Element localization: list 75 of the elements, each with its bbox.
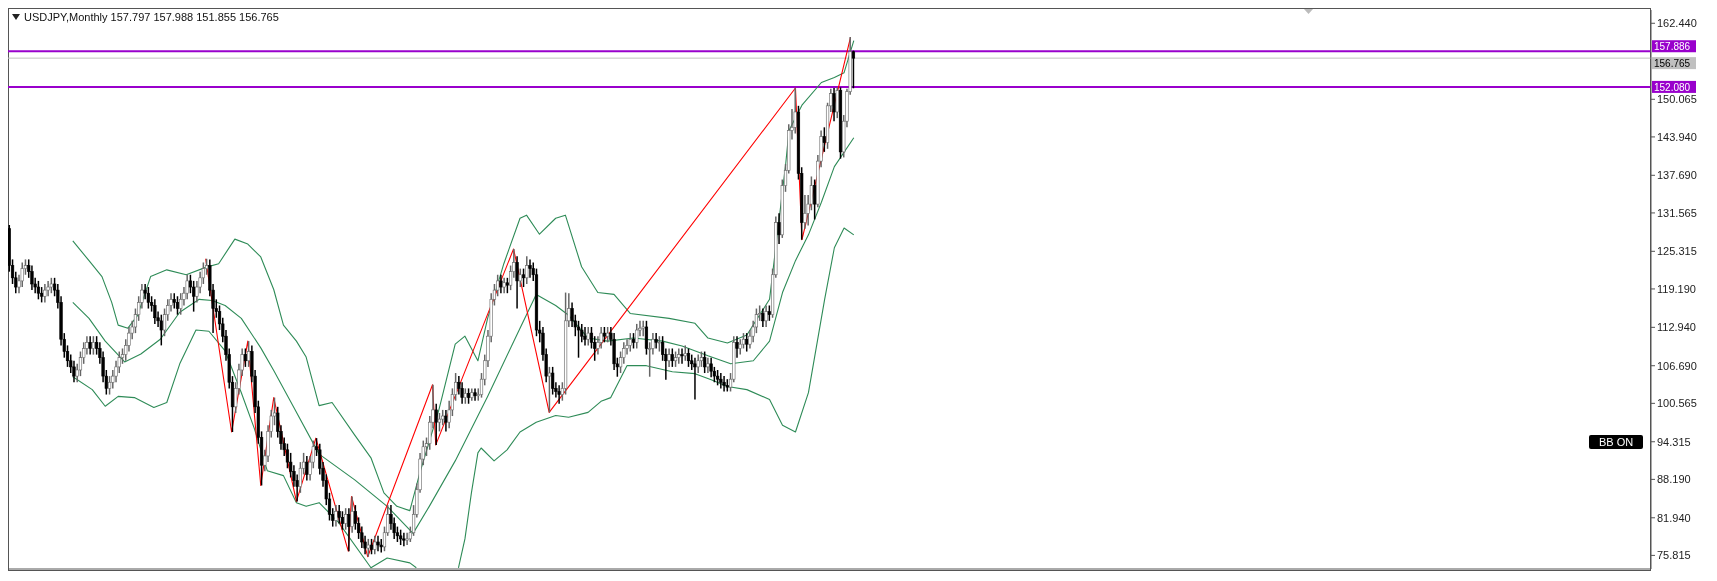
candlestick [91,335,95,356]
candlestick [88,335,92,356]
candlestick [434,403,438,446]
candlestick [670,347,674,368]
candlestick [822,126,826,153]
candlestick [518,267,522,288]
candlestick [719,372,723,390]
candlestick [686,347,691,368]
candlestick [680,347,684,365]
y-tick-label: 81.940 [1657,511,1691,524]
candlestick [43,283,47,304]
candlestick [153,298,157,325]
candlestick [521,267,526,288]
candlestick [334,504,338,528]
annotation: BB ON [1589,434,1644,449]
candlestick [654,332,658,350]
candlestick [350,495,354,534]
candlestick [243,347,247,368]
y-tick-label: 125.315 [1657,245,1697,258]
y-tick-label: 106.690 [1657,359,1697,372]
candlestick [515,255,519,310]
y-tick-label: 100.565 [1657,397,1697,410]
candlestick [667,347,671,368]
y-tick-label: 150.065 [1657,93,1697,106]
candlestick [344,507,348,531]
y-tick-label: 137.690 [1657,169,1697,182]
line-series [72,40,855,512]
candlestick [635,323,639,350]
candlestick [36,280,41,301]
ref-line-label: 157.886 [1654,41,1691,53]
candlestick [247,340,251,368]
candlestick [525,255,529,285]
candlestick [745,332,749,353]
candlestick [159,313,163,347]
candlestick [146,286,150,310]
candlestick [803,194,807,230]
candlestick [761,307,765,328]
y-tick-label: 162.440 [1657,17,1697,30]
y-tick-label: 131.565 [1657,206,1697,219]
candlestick [586,326,590,347]
candlestick [402,532,406,548]
candlestick [777,212,781,245]
candlestick [641,320,645,337]
line-series [72,329,417,569]
candlestick [528,258,532,279]
line-series [457,227,855,569]
ref-line-label: 152.080 [1654,81,1691,93]
candlestick [813,178,817,221]
candlestick [175,295,180,316]
candlestick [305,455,309,482]
y-tick-label: 88.190 [1657,473,1691,486]
candlestick [628,332,632,353]
ref-line-label: 156.765 [1654,58,1691,70]
chart-title: USDJPY,Monthly 157.797 157.988 151.855 156.765 [24,11,279,23]
candlestick [677,347,681,365]
y-tick-label: 94.315 [1657,435,1691,448]
candlestick [185,274,189,301]
candlestick [764,304,768,328]
candlestick [379,538,383,554]
candlestick [557,384,561,405]
candlestick [347,507,351,552]
candlestick [722,375,726,393]
candlestick [583,326,587,347]
y-tick-label: 112.940 [1657,321,1696,334]
candlestick [437,412,442,433]
candlestick [551,366,555,396]
candlestick [832,87,836,122]
y-tick-label: 143.940 [1657,130,1697,143]
y-tick-label: 75.815 [1657,549,1691,562]
candlestick [444,409,448,433]
y-tick-label: 119.190 [1657,282,1696,295]
candlestick [693,356,697,401]
candlestick [851,49,856,90]
candlestick [835,86,839,119]
candlestick [696,353,700,374]
